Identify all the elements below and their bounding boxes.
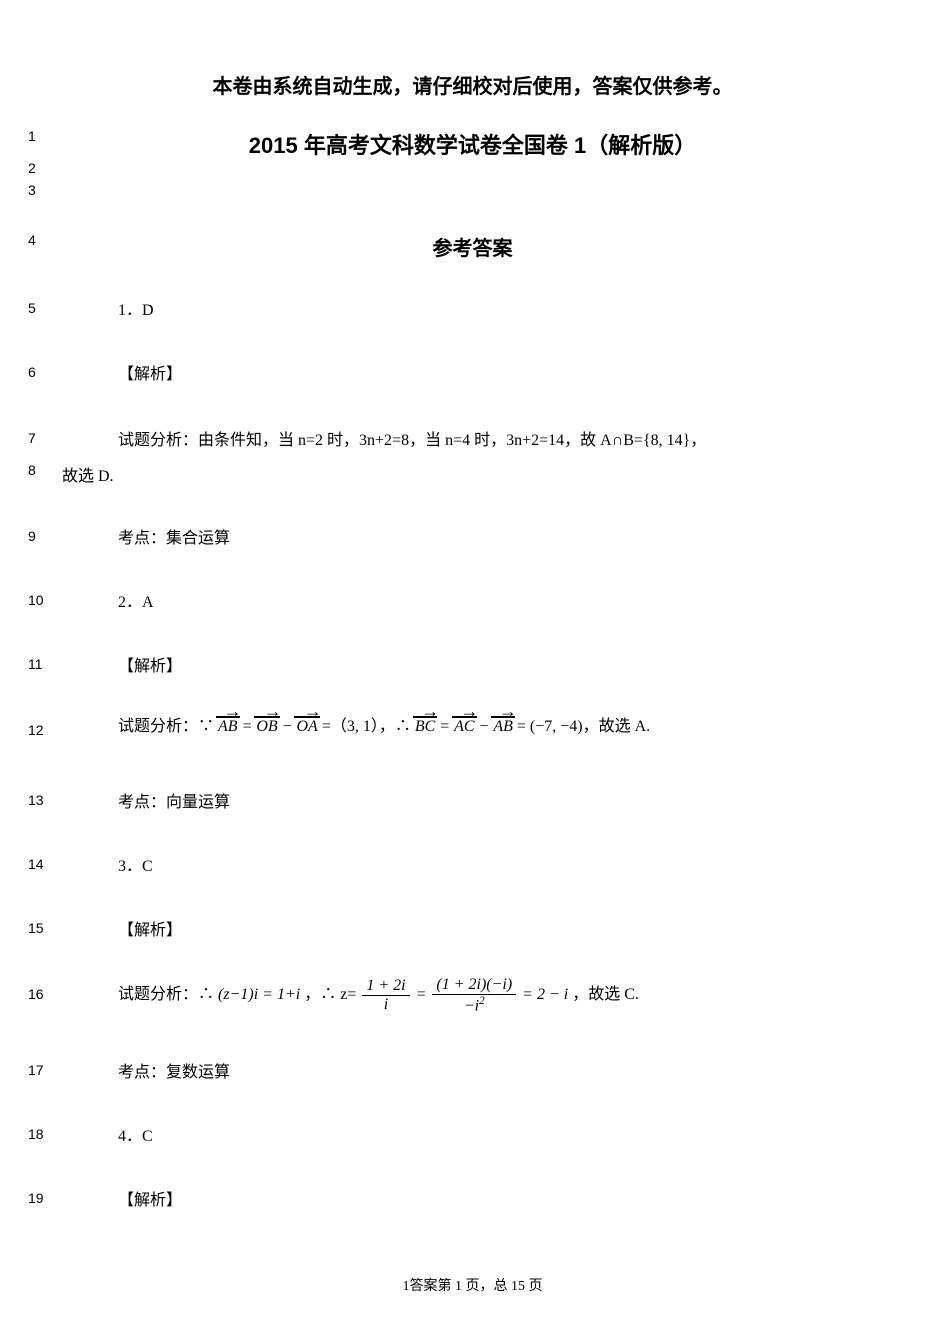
analysis-text-3: 试题分析：∴ (z−1)i = 1+i ，∴ z= 1 + 2i i = (1 … [118, 976, 845, 1015]
equals: = [439, 718, 454, 735]
line-number: 2 [28, 160, 56, 176]
analysis-header-3: 【解析】 [118, 920, 845, 942]
line-number-gutter: 1 2 3 4 5 6 7 8 9 10 11 12 13 14 15 16 1… [28, 128, 56, 1237]
line-number: 13 [28, 792, 56, 808]
line-number: 10 [28, 592, 56, 608]
line-number: 16 [28, 986, 56, 1002]
line-number: 19 [28, 1190, 56, 1206]
answer-2: 2．A [118, 592, 845, 614]
fraction-2: (1 + 2i)(−i) −i2 [432, 976, 516, 1015]
fraction-1: 1 + 2i i [362, 977, 409, 1013]
result: = 2 − i [522, 986, 568, 1003]
denominator: i [362, 996, 409, 1014]
vector-AB2: →AB [493, 716, 513, 738]
line-number: 14 [28, 856, 56, 872]
equation-lhs: (z−1)i = 1+i [218, 986, 300, 1003]
line-number: 5 [28, 300, 56, 316]
topic-2: 考点：向量运算 [118, 792, 845, 814]
analysis-header-2: 【解析】 [118, 656, 845, 678]
line-number: 11 [28, 656, 56, 672]
text: 试题分析：∵ [118, 718, 214, 735]
document-title: 2015 年高考文科数学试卷全国卷 1（解析版） [0, 128, 945, 160]
answer-3: 3．C [118, 856, 845, 878]
topic-3: 考点：复数运算 [118, 1062, 845, 1084]
top-banner: 本卷由系统自动生成，请仔细校对后使用，答案仅供参考。 [0, 70, 945, 99]
answer-1: 1．D [118, 300, 845, 322]
topic-1: 考点：集合运算 [118, 528, 845, 550]
line-number: 17 [28, 1062, 56, 1078]
analysis-header-4: 【解析】 [118, 1190, 845, 1212]
numerator: 1 + 2i [362, 977, 409, 996]
text: ，∴ z= [304, 986, 356, 1003]
text: =（3, 1），∴ [322, 718, 411, 735]
line-number: 6 [28, 364, 56, 380]
text: ，故选 C. [572, 986, 639, 1003]
denominator: −i2 [432, 995, 516, 1015]
numerator: (1 + 2i)(−i) [432, 976, 516, 995]
line-number: 15 [28, 920, 56, 936]
minus: − [479, 718, 494, 735]
page: 本卷由系统自动生成，请仔细校对后使用，答案仅供参考。 1 2 3 4 5 6 7… [0, 0, 945, 1337]
vector-BC: →BC [415, 716, 435, 738]
line-number: 9 [28, 528, 56, 544]
line-number: 8 [28, 462, 56, 478]
vector-AB: →AB [218, 716, 238, 738]
vector-OB: →OB [256, 716, 277, 738]
text: 试题分析：∴ [118, 986, 218, 1003]
text: = (−7, −4)，故选 A. [517, 718, 650, 735]
line-number: 18 [28, 1126, 56, 1142]
vector-AC: →AC [454, 716, 474, 738]
analysis-text-1b: 故选 D. [62, 462, 845, 486]
line-number: 7 [28, 430, 56, 446]
line-number: 12 [28, 722, 56, 738]
vector-OA: →OA [296, 716, 317, 738]
answer-4: 4．C [118, 1126, 845, 1148]
analysis-header-1: 【解析】 [118, 364, 845, 386]
minus: − [282, 718, 297, 735]
equals: = [242, 718, 257, 735]
analysis-text-1a: 试题分析：由条件知，当 n=2 时，3n+2=8，当 n=4 时，3n+2=14… [118, 430, 845, 452]
equals: = [416, 986, 431, 1003]
answers-header: 参考答案 [0, 232, 945, 261]
line-number: 3 [28, 182, 56, 198]
page-footer: 1答案第 1 页，总 15 页 [0, 1275, 945, 1295]
analysis-text-2: 试题分析：∵ →AB = →OB − →OA =（3, 1），∴ →BC = →… [118, 716, 845, 738]
